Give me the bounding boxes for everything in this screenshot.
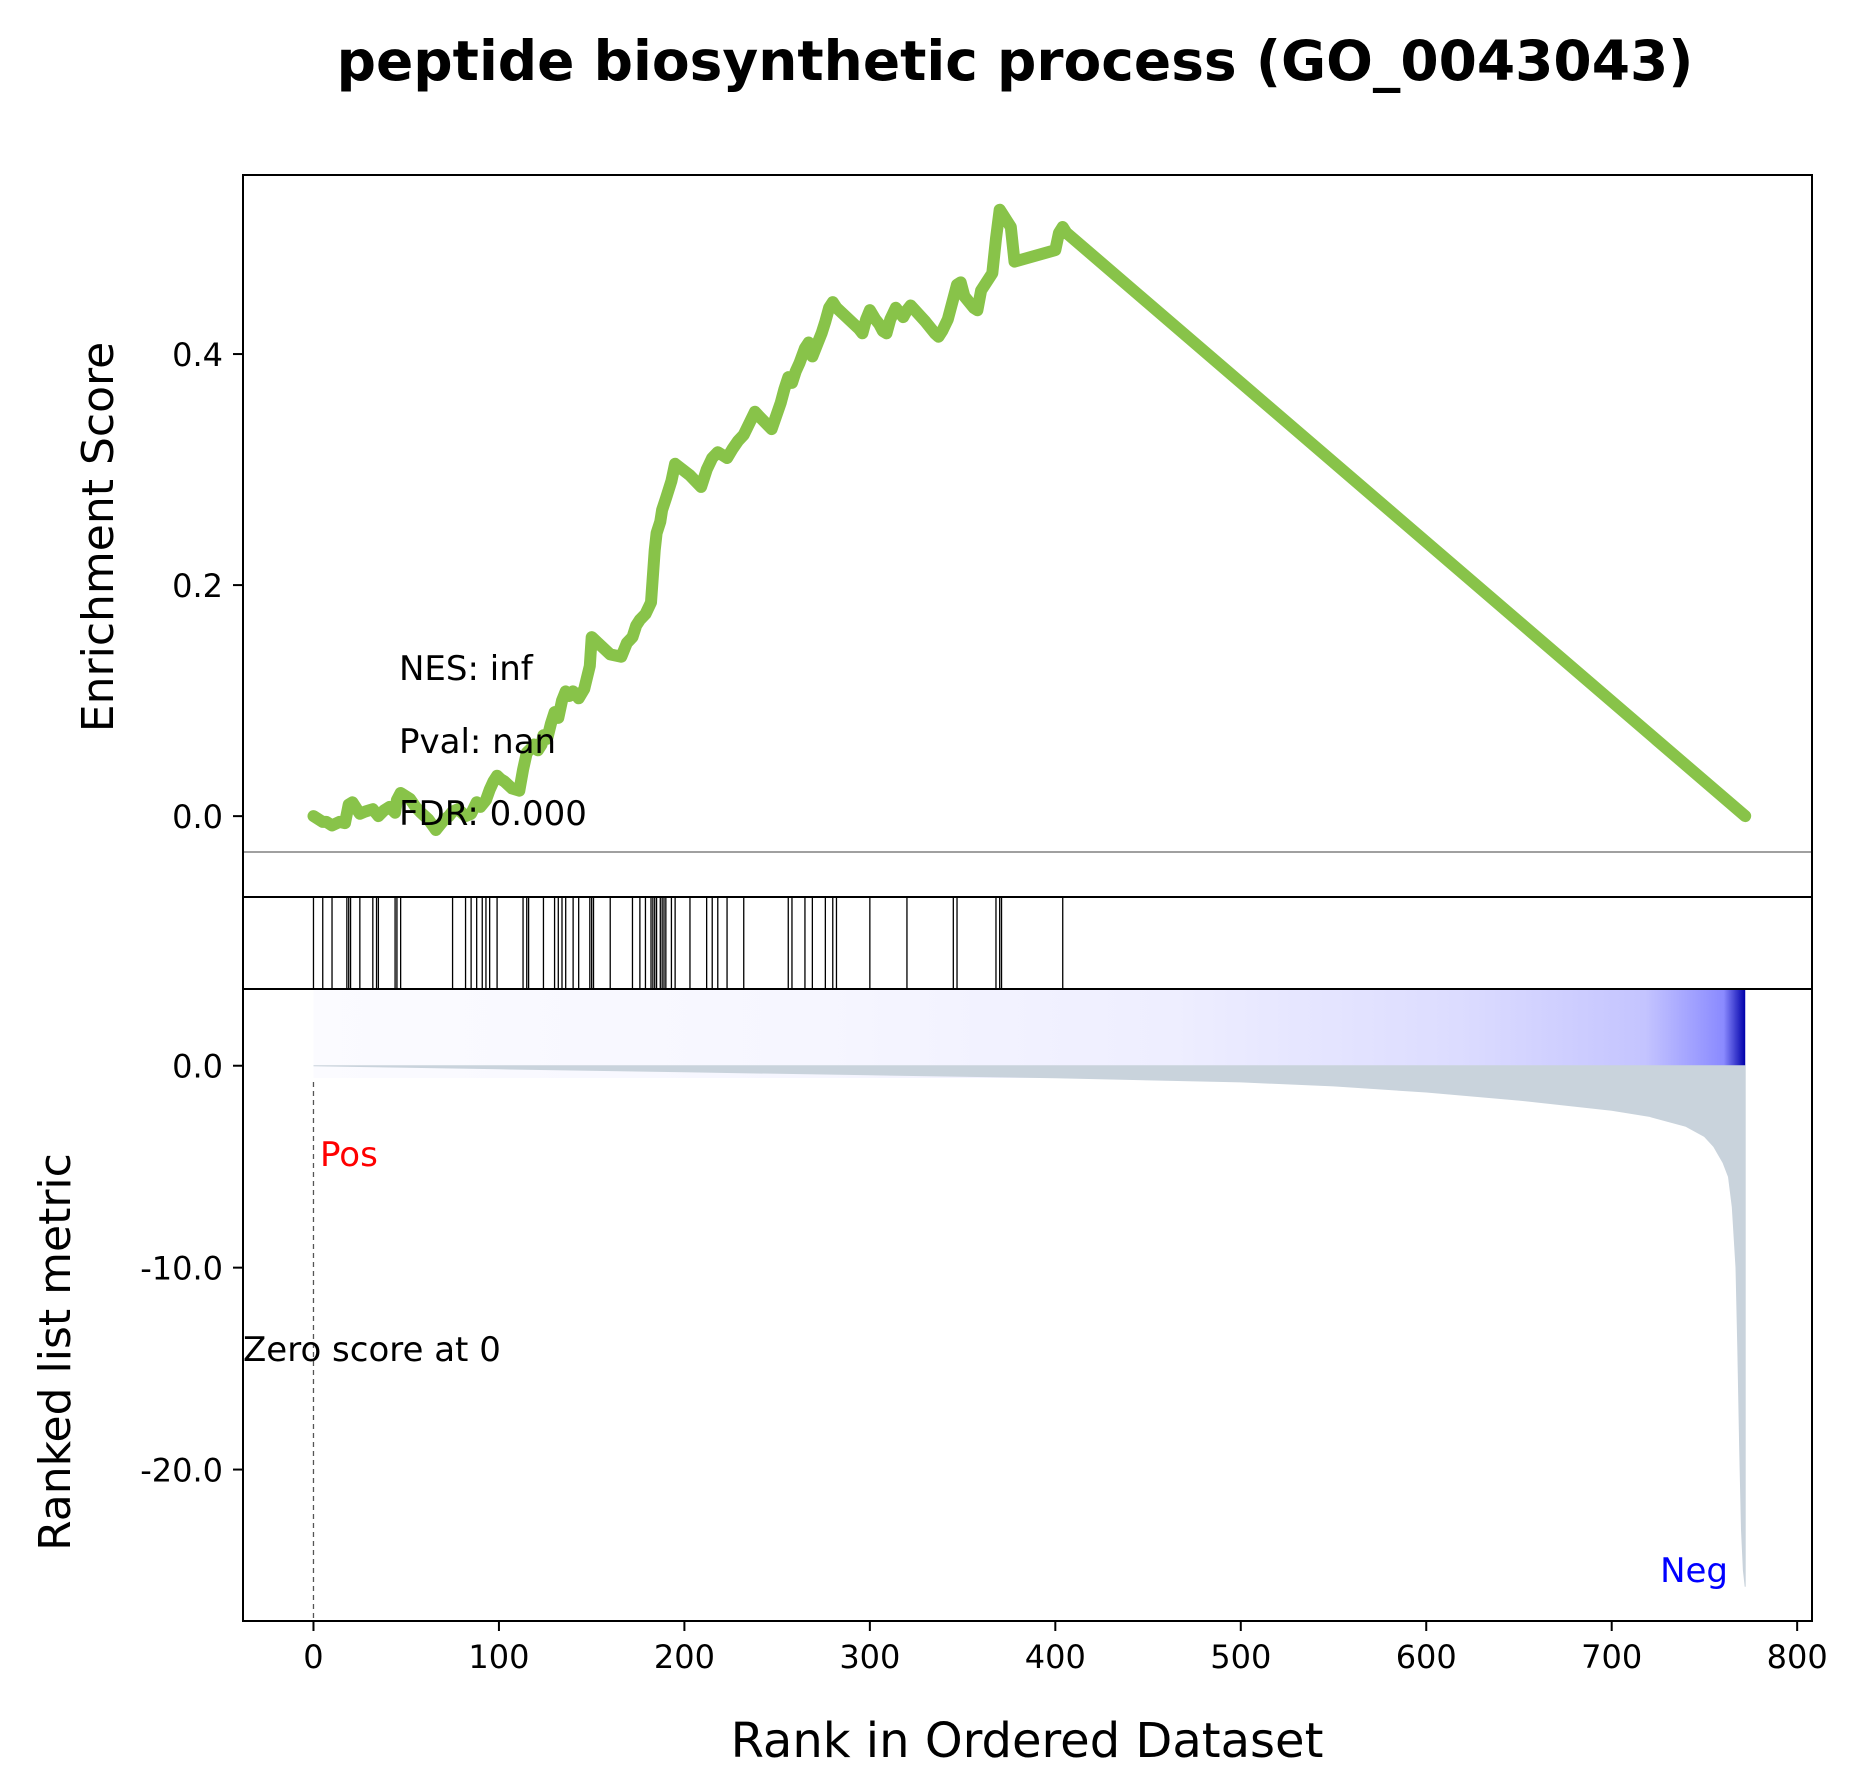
metric-y-tick-label: -10.0 (140, 1250, 223, 1288)
es-y-axis-label: Enrichment Score (73, 342, 124, 732)
es-y-tick-label: 0.2 (172, 567, 223, 605)
metric-y-tick-label: 0.0 (172, 1048, 223, 1086)
hits-panel (242, 896, 1813, 990)
fdr-stat: FDR: 0.000 (399, 794, 587, 834)
x-tick-label: 500 (1210, 1638, 1271, 1676)
x-tick-label: 800 (1767, 1638, 1828, 1676)
hits-panel-frame (242, 896, 1813, 990)
pos-label: Pos (320, 1135, 378, 1175)
x-tick-label: 600 (1396, 1638, 1457, 1676)
x-tick-label: 100 (468, 1638, 529, 1676)
neg-label: Neg (1660, 1551, 1728, 1591)
nes-stat: NES: inf (399, 649, 534, 689)
x-tick-label: 0 (303, 1638, 323, 1676)
es-panel: 0.0 0.2 0.4 Enrichment Score NES: inf Pval… (73, 174, 1813, 898)
x-tick-label: 200 (654, 1638, 715, 1676)
x-axis-label: Rank in Ordered Dataset (731, 1713, 1324, 1769)
x-axis: 0 100 200 300 400 500 600 700 800 (303, 1621, 1828, 1676)
metric-fill-area (313, 1065, 1746, 1587)
x-tick-label: 400 (1025, 1638, 1086, 1676)
x-tick-label: 300 (839, 1638, 900, 1676)
es-panel-frame (242, 174, 1813, 898)
es-y-tick-label: 0.0 (172, 798, 223, 836)
metric-y-tick-label: -20.0 (140, 1452, 223, 1490)
x-tick-label: 700 (1581, 1638, 1642, 1676)
rank-heatmap-strip (313, 990, 1746, 1078)
metric-y-axis-label: Ranked list metric (30, 1153, 81, 1551)
zero-score-label: Zero score at 0 (243, 1330, 501, 1370)
metric-panel: 0.0 -10.0 -20.0 Ranked list metric Pos Neg… (30, 988, 1813, 1622)
metric-panel-frame (242, 988, 1813, 1622)
pval-stat: Pval: nan (399, 722, 556, 762)
chart-title: peptide biosynthetic process (GO_0043043… (337, 29, 1694, 93)
es-curve (307, 203, 1752, 836)
es-y-tick-label: 0.4 (172, 336, 223, 374)
